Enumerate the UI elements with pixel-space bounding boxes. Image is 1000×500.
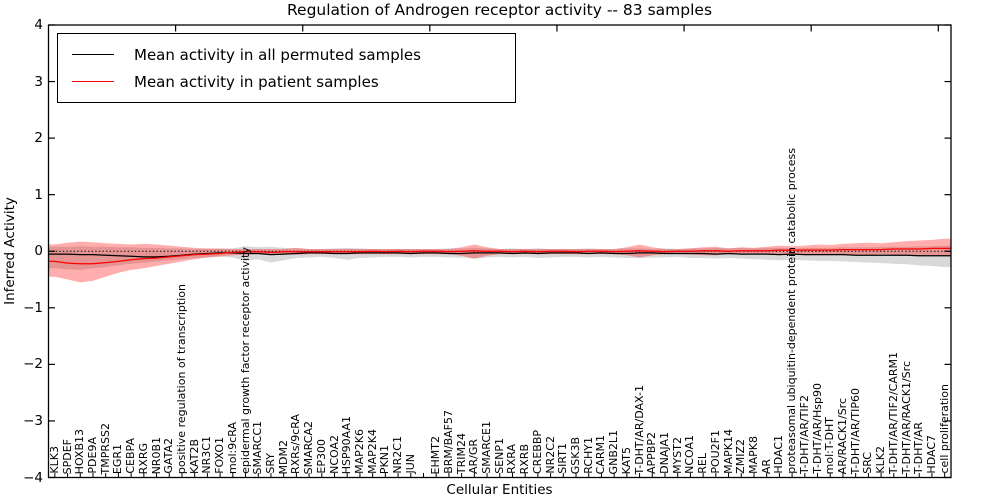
x-tick-label: CEBPA <box>124 438 138 474</box>
x-tick-label: MYST2 <box>670 437 684 474</box>
x-tick-label: APPBP2 <box>645 432 659 474</box>
x-tick-label: RXRA <box>505 444 519 474</box>
x-tick-label: ZMIZ2 <box>734 439 748 474</box>
x-tick-label: T-DHT/AR/TIP60 <box>848 387 862 474</box>
x-tick-label: EP300 <box>314 439 328 474</box>
x-tick-label: NR3C1 <box>200 436 214 474</box>
permuted-line-icon <box>72 54 114 55</box>
x-tick-label: HDAC1 <box>772 435 786 474</box>
x-tick-label: KLK2 <box>874 446 888 474</box>
x-tick-label: DNAJA1 <box>657 432 671 474</box>
x-tick-label: T-DHT/AR/TIF2 <box>797 394 811 474</box>
x-tick-label: cell proliferation <box>937 384 951 474</box>
x-tick-label: SRC <box>861 452 875 474</box>
y-tick-label: −4 <box>23 469 43 486</box>
x-tick-label: RXRG <box>136 442 150 474</box>
x-tick-label: epidermal growth factor receptor activit… <box>238 247 252 474</box>
x-tick-label: SENP1 <box>492 438 506 474</box>
x-tick-label: NR0B1 <box>149 436 163 474</box>
x-tick-label: NR2C2 <box>543 436 557 474</box>
x-tick-label: KLK3 <box>47 446 61 474</box>
x-tick-label: SMARCC1 <box>251 420 265 474</box>
x-tick-label: mol:T-DHT <box>823 416 837 474</box>
y-tick-label: 4 <box>34 17 43 33</box>
x-tick-label: BRM/BAF57 <box>441 410 455 474</box>
y-tick-label: −3 <box>23 412 43 429</box>
legend-item-permuted: Mean activity in all permuted samples <box>72 41 505 68</box>
x-tick-label: proteasomal ubiquitin-dependent protein … <box>785 148 799 474</box>
x-tick-label: NCOA1 <box>683 435 697 474</box>
chart-title: Regulation of Androgen receptor activity… <box>286 1 713 19</box>
x-tick-label: T-DHT/AR/DAX-1 <box>632 384 646 474</box>
y-tick-label: 2 <box>34 130 43 147</box>
x-tick-label: PKN1 <box>378 444 392 474</box>
x-tick-label: REL <box>696 453 710 474</box>
y-tick-label: 3 <box>34 73 43 90</box>
x-tick-label: T-DHT/AR/RACK1/Src <box>899 360 913 474</box>
x-tick-label: SRY <box>263 453 277 474</box>
y-tick-label: −1 <box>23 299 43 316</box>
x-tick-label: KAT2B <box>187 439 201 474</box>
legend-label-patient: Mean activity in patient samples <box>134 72 379 91</box>
x-tick-label: SIRT1 <box>556 443 570 474</box>
x-tick-label: GATA2 <box>162 438 176 474</box>
x-tick-label: MAPK14 <box>721 429 735 474</box>
x-tick-label: SMARCA2 <box>302 420 316 474</box>
x-tick-label: JUN <box>403 454 417 474</box>
x-tick-label: MAPK8 <box>746 436 760 474</box>
x-tick-label: T-DHT/AR/Hsp90 <box>810 383 824 474</box>
legend-item-patient: Mean activity in patient samples <box>72 68 505 95</box>
x-tick-label: MAP2K4 <box>365 429 379 474</box>
x-tick-label: TMPRSS2 <box>98 422 112 474</box>
x-tick-label: EGR1 <box>111 443 125 474</box>
patient-line-icon <box>72 81 114 82</box>
y-tick-label: −2 <box>23 356 43 373</box>
legend-label-permuted: Mean activity in all permuted samples <box>134 45 421 64</box>
x-tick-label: AR/RACK1/Src <box>835 397 849 474</box>
x-tick-label: EHMT2 <box>429 435 443 474</box>
x-tick-label: SPDEF <box>60 438 74 474</box>
x-tick-label: MDM2 <box>276 439 290 474</box>
x-tick-label: HOXB13 <box>73 428 87 474</box>
x-tick-label: CARM1 <box>594 434 608 474</box>
x-tick-label: T-DHT/AR <box>912 421 926 474</box>
x-tick-label: positive regulation of transcription <box>174 283 188 474</box>
y-tick-label: 1 <box>34 186 43 203</box>
x-tick-label: FOXO1 <box>213 437 227 474</box>
x-tick-label: POU2F1 <box>708 430 722 474</box>
x-tick-label: AR/GR <box>467 438 481 474</box>
x-tick-label: PDE9A <box>85 437 99 474</box>
x-tick-label: AR <box>759 458 773 474</box>
x-tick-label: CREBBP <box>530 430 544 474</box>
x-tick-label: SMARCE1 <box>480 421 494 474</box>
x-tick-label: KAT5 <box>619 446 633 474</box>
y-tick-label: 0 <box>34 243 43 260</box>
x-tick-label: RXRB <box>518 443 532 474</box>
patient-mean-line <box>48 247 951 265</box>
x-tick-label: RXRs/9cRA <box>289 413 303 474</box>
x-tick-label: NCOA2 <box>327 435 341 474</box>
legend: Mean activity in all permuted samples Me… <box>57 33 516 103</box>
x-tick-label: TRIM24 <box>454 432 468 474</box>
x-tick-label: mol:9cRA <box>225 422 239 474</box>
x-tick-label: HSP90AA1 <box>340 415 354 474</box>
x-tick-label: T-DHT/AR/TIF2/CARM1 <box>886 351 900 474</box>
patient-band <box>48 238 951 283</box>
x-axis-title: Cellular Entities <box>446 482 553 498</box>
x-tick-label: GSK3B <box>569 436 583 474</box>
x-tick-label: RCHY1 <box>581 437 595 474</box>
x-tick-label: GNB2L1 <box>607 429 621 474</box>
x-tick-label: HDAC7 <box>924 435 938 474</box>
x-tick-label: MAP2K6 <box>352 429 366 474</box>
x-tick-label: NR2C1 <box>391 436 405 474</box>
